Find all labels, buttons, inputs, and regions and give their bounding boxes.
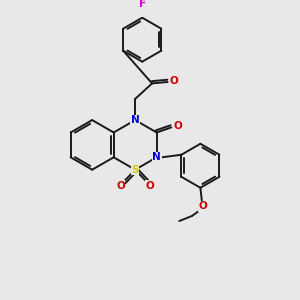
- Text: O: O: [146, 181, 154, 191]
- Text: O: O: [116, 181, 125, 191]
- Text: N: N: [131, 115, 140, 125]
- Text: S: S: [131, 165, 139, 175]
- Text: O: O: [169, 76, 178, 85]
- Text: O: O: [173, 121, 182, 131]
- Text: O: O: [199, 201, 208, 211]
- Text: N: N: [152, 152, 161, 162]
- Text: F: F: [139, 0, 146, 9]
